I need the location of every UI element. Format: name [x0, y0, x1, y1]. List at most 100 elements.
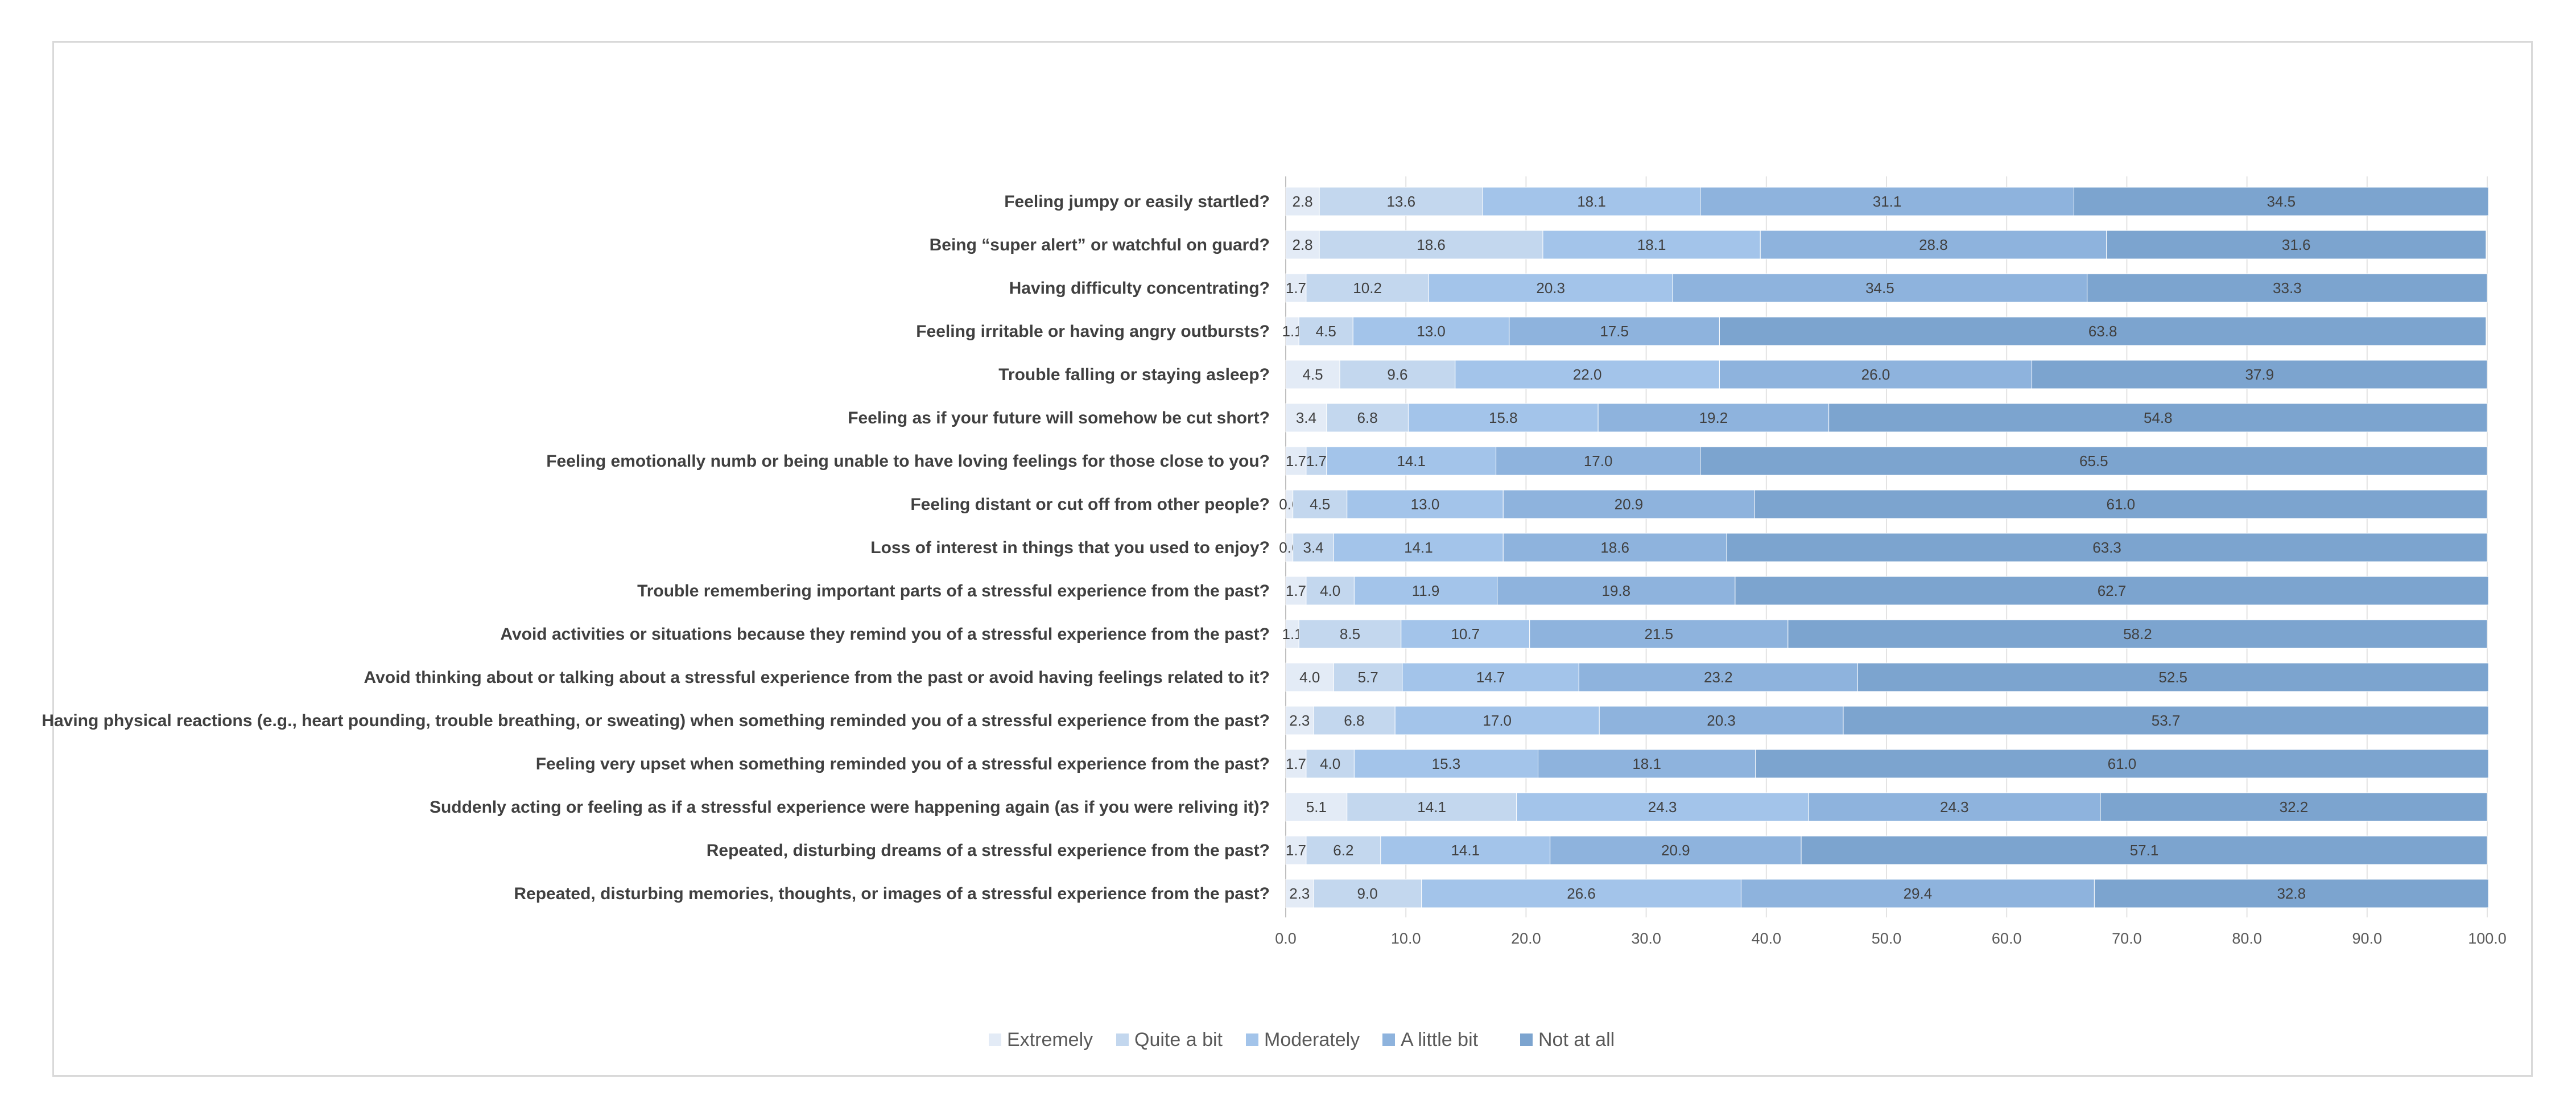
bar-segment: [1760, 230, 2107, 260]
data-label: 18.6: [1417, 236, 1446, 253]
data-label: 63.3: [2092, 539, 2121, 556]
data-label: 17.0: [1483, 712, 1512, 729]
data-label: 3.4: [1296, 409, 1316, 426]
data-label: 6.2: [1333, 842, 1353, 859]
category-label: Trouble falling or staying asleep?: [998, 365, 1270, 384]
bar-segment: [1394, 706, 1600, 735]
data-label: 34.5: [2267, 193, 2296, 210]
bar-segment: [1808, 792, 2101, 822]
x-tick-label: 70.0: [2112, 930, 2142, 947]
bar-segment: [1319, 187, 1483, 216]
data-label: 2.3: [1289, 885, 1310, 902]
bar-segment: [1306, 446, 1327, 476]
data-label: 2.8: [1292, 193, 1312, 210]
data-label: 32.2: [2280, 798, 2309, 816]
data-label: 4.5: [1310, 496, 1330, 513]
data-label: 18.1: [1632, 755, 1661, 772]
data-label: 26.6: [1567, 885, 1596, 902]
data-label: 1.7: [1286, 452, 1306, 470]
bar-segment: [1285, 879, 1314, 908]
data-label: 28.8: [1919, 236, 1948, 253]
x-tick-label: 20.0: [1511, 930, 1541, 947]
bar-segment: [1326, 446, 1497, 476]
data-label: 6.8: [1357, 409, 1378, 426]
data-label: 18.1: [1637, 236, 1666, 253]
data-label: 32.8: [2277, 885, 2306, 902]
data-label: 4.0: [1299, 669, 1320, 686]
bar-segment: [1597, 403, 1830, 433]
bar-segment: [1339, 360, 1456, 389]
legend-swatch: [1382, 1033, 1395, 1046]
data-label: 20.3: [1536, 279, 1565, 297]
category-label: Having physical reactions (e.g., heart p…: [42, 711, 1270, 730]
bar-segment: [1306, 273, 1429, 303]
bar-segment: [1755, 749, 2489, 779]
legend-label: Moderately: [1264, 1029, 1360, 1051]
legend-swatch: [989, 1033, 1001, 1046]
bar-segment: [1285, 662, 1334, 692]
data-label: 9.6: [1387, 366, 1407, 383]
bar-segment: [2073, 187, 2489, 216]
data-label: 13.6: [1386, 193, 1415, 210]
data-label: 13.0: [1417, 323, 1446, 340]
bar-segment: [1719, 316, 2487, 346]
x-tick-label: 40.0: [1752, 930, 1782, 947]
category-label: Being “super alert” or watchful on guard…: [930, 236, 1270, 254]
bar-segment: [1313, 879, 1422, 908]
bar-segment: [1754, 489, 2488, 519]
data-label: 21.5: [1644, 625, 1673, 643]
category-label: Feeling jumpy or easily startled?: [1004, 192, 1270, 211]
legend-label: Quite a bit: [1134, 1029, 1223, 1051]
bar-segment: [1421, 879, 1741, 908]
data-label: 53.7: [2152, 712, 2181, 729]
bar-segment: [1333, 662, 1403, 692]
data-label: 34.5: [1865, 279, 1894, 297]
bar-segment: [2032, 360, 2488, 389]
bar-segment: [1599, 706, 1844, 735]
data-label: 33.3: [2273, 279, 2302, 297]
bar-segment: [1857, 662, 2489, 692]
data-label: 15.8: [1489, 409, 1518, 426]
bar-segment: [1347, 792, 1517, 822]
category-label: Trouble remembering important parts of a…: [637, 582, 1270, 600]
legend-label: A little bit: [1401, 1029, 1479, 1051]
data-label: 4.0: [1320, 755, 1340, 772]
bar-segment: [1402, 662, 1579, 692]
category-label: Repeated, disturbing memories, thoughts,…: [514, 884, 1270, 903]
bar-segment: [1285, 706, 1314, 735]
bar-segment: [1578, 662, 1858, 692]
bar-segment: [1285, 835, 1307, 865]
bar-segment: [1401, 619, 1530, 649]
data-label: 1.7: [1286, 582, 1306, 599]
bar-segment: [1843, 706, 2489, 735]
x-tick-label: 90.0: [2352, 930, 2383, 947]
bar-segment: [1380, 835, 1551, 865]
category-label: Feeling distant or cut off from other pe…: [910, 495, 1270, 514]
x-tick-label: 80.0: [2232, 930, 2262, 947]
bar-segment: [1306, 576, 1355, 606]
bar-segment: [1700, 187, 2074, 216]
data-label: 63.8: [2088, 323, 2117, 340]
data-label: 18.1: [1577, 193, 1606, 210]
bar-segment: [1313, 706, 1396, 735]
data-label: 4.5: [1316, 323, 1336, 340]
bar-segment: [1801, 835, 2488, 865]
data-label: 13.0: [1411, 496, 1440, 513]
x-tick-label: 60.0: [1992, 930, 2022, 947]
data-label: 26.0: [1861, 366, 1890, 383]
bar-segment: [1285, 576, 1307, 606]
bar-segment: [1285, 792, 1348, 822]
data-label: 61.0: [2107, 496, 2136, 513]
bar-segment: [1740, 879, 2095, 908]
bar-segment: [1285, 273, 1307, 303]
data-label: 1.7: [1286, 755, 1306, 772]
data-label: 5.1: [1306, 798, 1327, 816]
legend-swatch: [1246, 1033, 1258, 1046]
bar-segment: [1719, 360, 2033, 389]
bar-segment: [1285, 403, 1327, 433]
data-label: 14.1: [1451, 842, 1480, 859]
bar-segment: [2087, 273, 2488, 303]
data-label: 3.4: [1303, 539, 1323, 556]
data-label: 31.1: [1873, 193, 1902, 210]
category-label: Having difficulty concentrating?: [1009, 279, 1270, 298]
